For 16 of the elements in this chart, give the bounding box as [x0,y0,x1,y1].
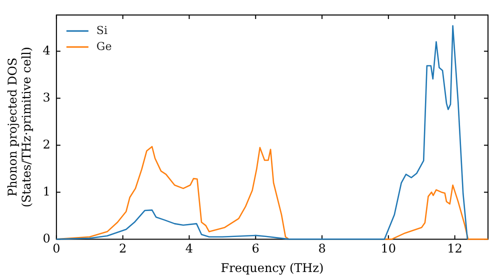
x-tick-label: 6 [252,242,260,256]
y-tick-label: 3 [42,90,50,104]
y-tick-label: 2 [42,137,50,152]
x-tick-label: 10 [380,242,396,256]
y-tick-label: 1 [42,184,50,198]
legend-label: Ge [96,40,112,53]
x-tick-label: 8 [318,242,326,256]
x-tick-label: 2 [119,242,127,256]
y-tick-label: 0 [42,231,50,246]
x-tick-label: 0 [52,242,60,256]
legend-label: Si [96,24,108,37]
y-axis-title: Phonon projected DOS (States/THz·primitive cell) [5,46,34,208]
x-axis-title: Frequency (THz) [220,260,324,275]
y-tick-label: 4 [42,43,51,58]
x-tick-label: 12 [447,242,462,256]
x-tick-label: 4 [185,242,194,256]
